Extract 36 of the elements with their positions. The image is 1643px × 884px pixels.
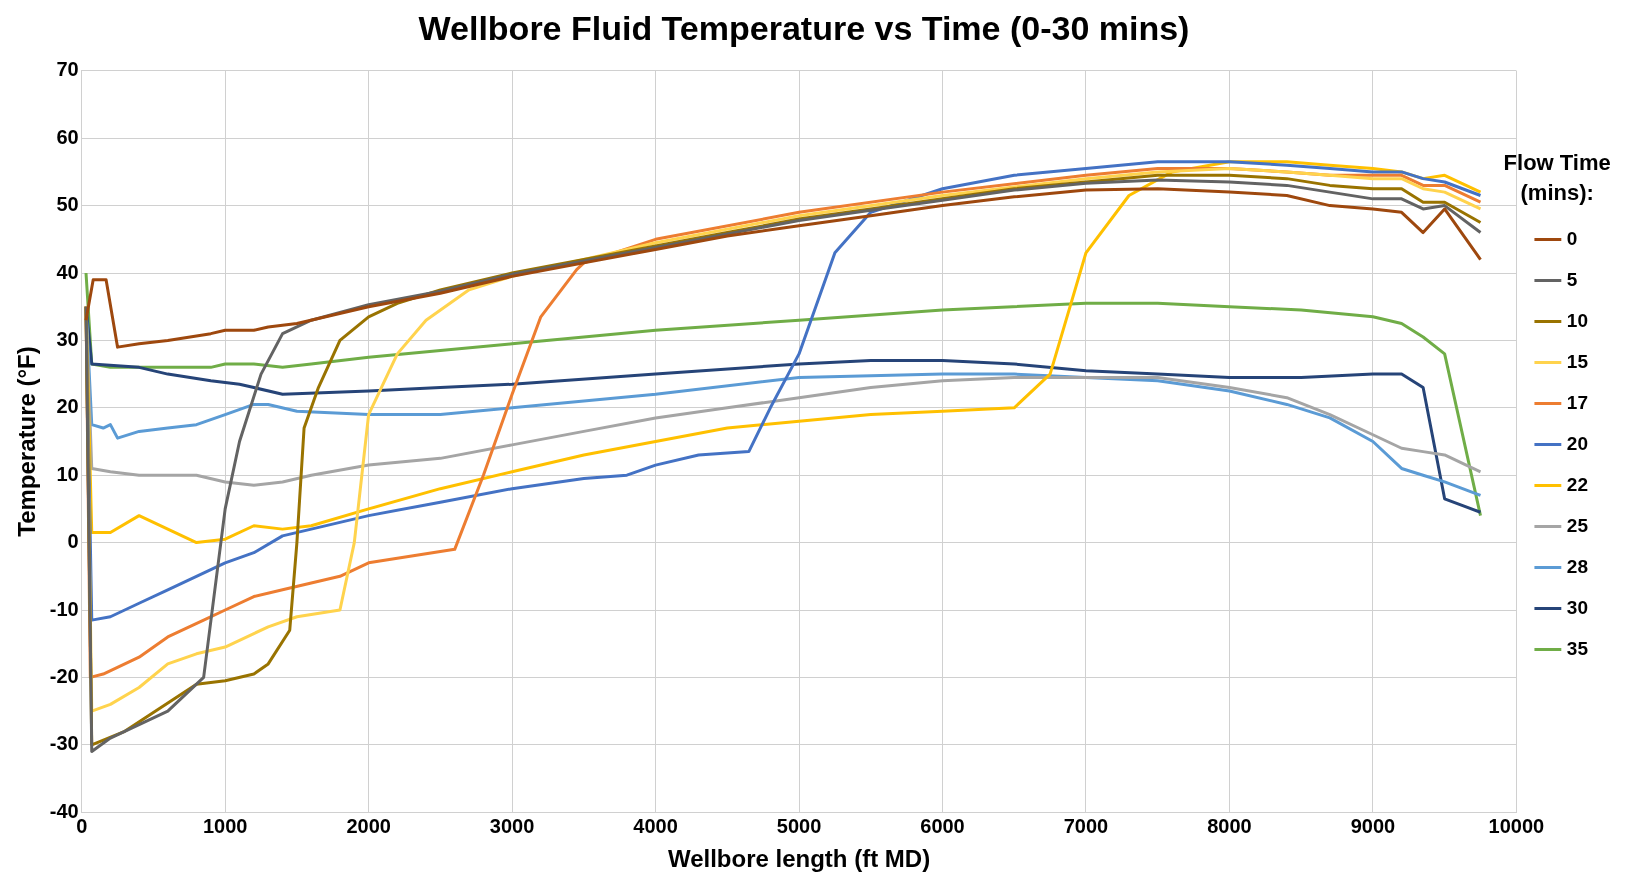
legend-label: 22 [1566, 473, 1589, 495]
legend-label: 0 [1566, 227, 1578, 249]
y-tick-label: 10 [56, 462, 79, 485]
x-tick-label: 4000 [633, 814, 678, 837]
legend-label: 35 [1566, 637, 1589, 659]
legend-label: 10 [1566, 309, 1589, 331]
y-tick-label: 0 [67, 530, 79, 553]
x-tick-label: 5000 [776, 814, 822, 837]
y-tick-label: -30 [49, 732, 79, 755]
legend-label: 25 [1566, 514, 1589, 536]
x-tick-label: 7000 [1063, 814, 1109, 837]
y-tick-label: 70 [56, 58, 79, 81]
chart-title: Wellbore Fluid Temperature vs Time (0-30 mins) [418, 8, 1190, 47]
x-tick-label: 10000 [1488, 814, 1545, 837]
legend-label: 30 [1566, 596, 1589, 618]
legend-title: Flow Time (mins): [1503, 150, 1611, 205]
x-tick-label: 3000 [489, 814, 535, 837]
y-tick-label: 40 [56, 260, 79, 283]
legend-label: 17 [1566, 391, 1589, 413]
y-tick-label: 30 [56, 327, 79, 350]
x-tick-label: 1000 [202, 814, 248, 837]
x-axis-title: Wellbore length (ft MD) [667, 845, 931, 873]
y-tick-label: 20 [56, 395, 79, 418]
x-tick-label: 8000 [1207, 814, 1252, 837]
legend-label: 5 [1566, 268, 1578, 290]
y-tick-label: 50 [56, 193, 79, 216]
legend-label: 15 [1566, 350, 1589, 372]
x-tick-label: 6000 [920, 814, 965, 837]
x-tick-label: 9000 [1350, 814, 1396, 837]
x-tick-label: 2000 [346, 814, 391, 837]
legend-label: 20 [1566, 432, 1589, 454]
y-tick-label: 60 [56, 125, 79, 148]
y-tick-label: -10 [49, 597, 79, 620]
y-axis-title: Temperature (°F) [13, 346, 41, 537]
y-tick-label: -20 [49, 664, 79, 687]
legend-label: 28 [1566, 555, 1589, 577]
